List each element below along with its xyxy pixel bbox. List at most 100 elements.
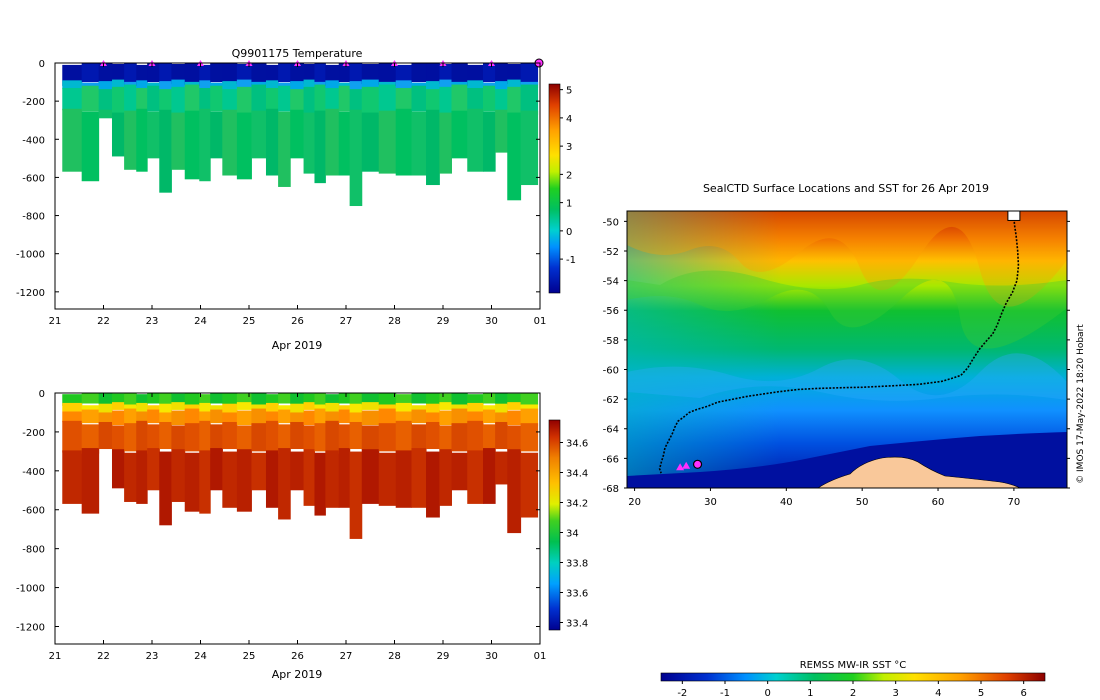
profile-column: [159, 451, 172, 526]
profile-column: [199, 394, 211, 406]
profile-column: [520, 393, 539, 406]
profile-column: [495, 421, 508, 450]
profile-column: [349, 412, 363, 425]
map-y-tick-label: -50: [603, 217, 619, 228]
profile-column: [451, 110, 468, 159]
profile-column: [411, 63, 427, 83]
profile-column: [147, 111, 160, 159]
profile-column: [507, 86, 522, 114]
profile-column: [236, 112, 252, 180]
profile-column: [199, 87, 211, 111]
profile-column: [236, 79, 252, 88]
profile-column: [62, 87, 83, 111]
profile-column: [411, 405, 427, 413]
profile-column: [111, 410, 125, 426]
profile-column: [314, 408, 326, 427]
profile-column: [495, 63, 508, 84]
profile-column: [314, 393, 326, 406]
map-y-tick-label: -60: [603, 365, 619, 376]
profile-column: [483, 111, 496, 172]
profile-column: [325, 420, 340, 453]
x-tick-label: 30: [485, 651, 498, 662]
profile-column: [222, 63, 238, 84]
temperature-xlabel: Apr 2019: [272, 339, 323, 352]
x-tick-label: 23: [146, 651, 159, 662]
colorbar-tick-label: 34.6: [566, 439, 588, 450]
profile-column: [199, 450, 211, 514]
profile-column: [325, 411, 340, 423]
profile-column: [338, 409, 351, 424]
profile-column: [303, 86, 315, 114]
profile-column: [251, 110, 267, 159]
x-tick-label: 29: [437, 316, 450, 327]
profile-column: [395, 108, 412, 176]
profile-column: [222, 421, 238, 450]
colorbar-tick-label: 34.2: [566, 499, 588, 510]
y-tick-label: -200: [22, 97, 45, 108]
map-title: SealCTD Surface Locations and SST for 26…: [703, 182, 989, 195]
salinity-xlabel: Apr 2019: [272, 668, 323, 681]
profile-column: [439, 79, 452, 88]
profile-column: [159, 393, 172, 405]
profile-column: [136, 402, 148, 412]
credit-text: © IMOS 17-May-2022 18:20 Hobart: [1076, 324, 1086, 484]
profile-column: [199, 64, 211, 86]
y-tick-label: 0: [39, 59, 45, 70]
profile-column: [236, 410, 252, 426]
sst-colorbar-tick-label: 3: [892, 688, 898, 699]
profile-column: [303, 112, 315, 174]
sst-colorbar-tick-label: 5: [978, 688, 984, 699]
profile-column: [361, 86, 380, 114]
profile-column: [111, 402, 125, 410]
x-tick-label: 28: [388, 651, 401, 662]
profile-column: [124, 84, 137, 115]
profile-column: [159, 89, 172, 113]
profile-column: [159, 421, 172, 450]
profile-column: [111, 63, 125, 84]
profile-column: [361, 63, 380, 84]
profile-column: [378, 452, 397, 506]
profile-column: [451, 404, 468, 411]
profile-column: [98, 421, 113, 450]
profile-column: [338, 85, 351, 112]
profile-column: [147, 424, 160, 454]
profile-column: [62, 394, 83, 406]
profile-column: [439, 402, 452, 410]
profile-column: [265, 80, 279, 89]
profile-column: [171, 393, 186, 405]
profile-column: [314, 404, 326, 411]
map-axes-frame: [626, 210, 1068, 489]
profile-column: [222, 412, 238, 425]
profile-column: [349, 403, 363, 414]
profile-column: [184, 423, 200, 452]
profile-column: [136, 64, 148, 86]
profile-column: [81, 448, 100, 514]
x-tick-label: 29: [437, 651, 450, 662]
profile-column: [451, 408, 468, 427]
profile-column: [467, 394, 484, 406]
profile-column: [520, 423, 539, 452]
profile-column: [81, 405, 100, 413]
profile-column: [159, 81, 172, 91]
sst-colorbar-tick-label: 2: [850, 688, 856, 699]
sst-colorbar-label: REMSS MW-IR SST °C: [800, 660, 907, 671]
profile-column: [426, 393, 440, 405]
profile-column: [124, 110, 137, 170]
current-location-marker: [692, 459, 703, 469]
profile-column: [251, 452, 267, 491]
profile-column: [98, 393, 113, 405]
profile-column: [349, 109, 363, 207]
profile-column: [111, 86, 125, 114]
map-x-tick-label: 40: [780, 497, 793, 508]
profile-column: [147, 409, 160, 424]
profile-column: [210, 409, 223, 424]
y-tick-label: -800: [22, 545, 45, 556]
profile-column: [338, 63, 351, 83]
profile-column: [439, 63, 452, 84]
profile-column: [111, 79, 125, 88]
profile-column: [199, 402, 211, 412]
profile-column: [507, 63, 522, 84]
profile-column: [62, 80, 83, 89]
profile-column: [451, 393, 468, 406]
sst-colorbar-tick-label: -2: [677, 688, 687, 699]
